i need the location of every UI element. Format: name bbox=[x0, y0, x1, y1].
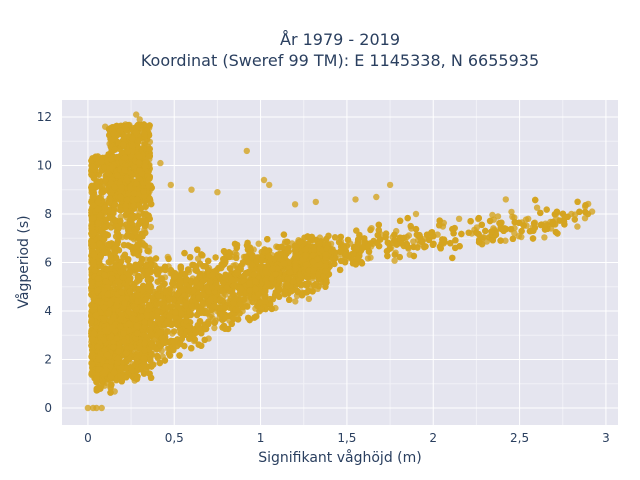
data-point bbox=[211, 324, 218, 332]
data-point bbox=[255, 240, 262, 247]
data-point bbox=[391, 257, 398, 264]
data-point bbox=[541, 234, 548, 241]
data-point bbox=[502, 237, 509, 244]
data-point bbox=[533, 204, 541, 211]
data-point bbox=[489, 211, 496, 219]
data-point bbox=[410, 238, 417, 245]
data-point bbox=[574, 223, 581, 230]
data-point bbox=[367, 254, 374, 261]
data-point bbox=[147, 223, 155, 231]
grid-lines bbox=[62, 100, 618, 425]
data-point bbox=[405, 232, 413, 239]
data-points bbox=[84, 111, 596, 412]
data-point bbox=[508, 208, 515, 216]
data-point bbox=[518, 233, 525, 241]
data-point bbox=[511, 214, 518, 221]
data-point bbox=[292, 298, 299, 305]
